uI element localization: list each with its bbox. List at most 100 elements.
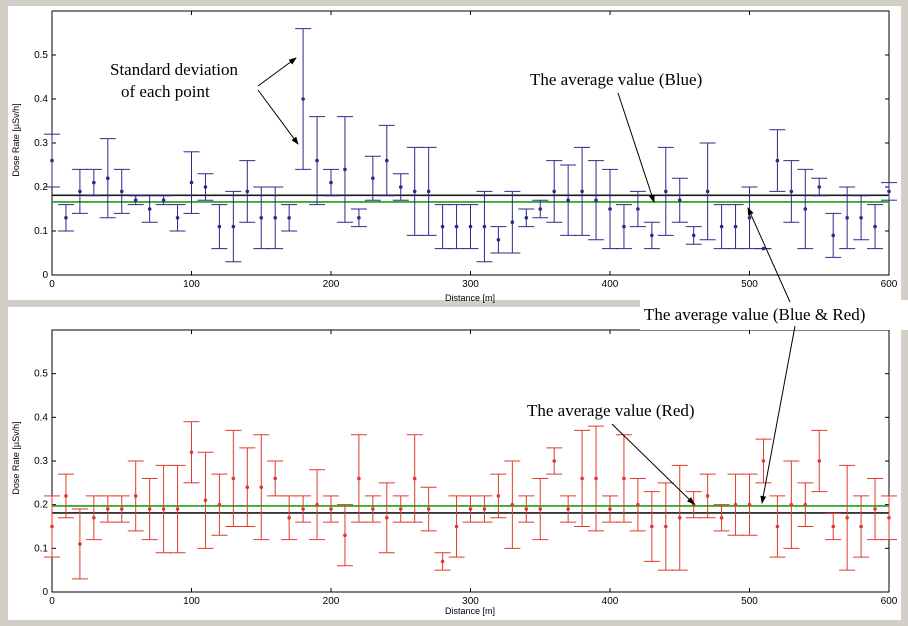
panel-background bbox=[8, 6, 901, 300]
data-point bbox=[831, 524, 835, 529]
x-axis-label: Distance [m] bbox=[445, 606, 495, 616]
data-point bbox=[552, 459, 556, 463]
data-point bbox=[133, 494, 138, 498]
y-tick-label: 0.5 bbox=[34, 369, 48, 380]
y-tick-label: 0.1 bbox=[34, 226, 48, 237]
data-point bbox=[664, 524, 668, 529]
data-point bbox=[594, 198, 598, 202]
data-point bbox=[733, 224, 738, 229]
data-point bbox=[622, 224, 626, 229]
data-point bbox=[78, 542, 82, 546]
x-tick-label: 200 bbox=[323, 596, 340, 607]
data-point bbox=[705, 494, 710, 498]
arrow-avg-blue-red-down bbox=[760, 325, 796, 504]
data-point bbox=[482, 224, 487, 229]
data-point bbox=[873, 224, 877, 229]
data-point bbox=[636, 207, 640, 211]
y-tick-label: 0.3 bbox=[34, 456, 48, 467]
y-tick-label: 0.3 bbox=[34, 138, 48, 149]
data-point bbox=[719, 515, 724, 520]
arrow-avg-red bbox=[611, 423, 695, 505]
data-point bbox=[106, 507, 110, 511]
annotation-background bbox=[640, 300, 908, 330]
x-tick-label: 100 bbox=[183, 596, 200, 607]
data-point bbox=[677, 198, 682, 202]
arrow-avg-blue bbox=[617, 92, 655, 203]
x-tick-label: 600 bbox=[881, 596, 898, 607]
x-tick-label: 500 bbox=[741, 596, 758, 607]
x-tick-label: 400 bbox=[602, 596, 619, 607]
data-point bbox=[398, 507, 403, 511]
data-point bbox=[580, 189, 584, 194]
data-point bbox=[887, 189, 891, 194]
data-point bbox=[636, 502, 640, 507]
y-tick-label: 0.2 bbox=[34, 500, 48, 511]
data-point bbox=[440, 224, 445, 229]
data-point bbox=[92, 180, 96, 185]
panel-background bbox=[8, 307, 901, 620]
data-point bbox=[119, 507, 124, 511]
data-point bbox=[733, 502, 738, 507]
data-point bbox=[412, 476, 417, 481]
data-point bbox=[106, 176, 110, 180]
data-point bbox=[245, 189, 250, 194]
y-axis-label: Dose Rate [µSv/h] bbox=[11, 103, 21, 176]
data-point bbox=[371, 176, 375, 180]
data-point bbox=[524, 216, 529, 220]
data-point bbox=[426, 189, 431, 194]
data-point bbox=[454, 524, 459, 529]
data-point bbox=[496, 494, 501, 498]
data-point bbox=[357, 476, 361, 481]
data-point bbox=[273, 216, 278, 220]
data-point bbox=[189, 180, 194, 185]
annotation-avg-blue-red: The average value (Blue & Red) bbox=[644, 305, 865, 324]
x-tick-label: 300 bbox=[462, 596, 479, 607]
data-point bbox=[580, 476, 584, 481]
data-point bbox=[64, 494, 68, 498]
data-point bbox=[719, 224, 724, 229]
data-point bbox=[538, 207, 543, 211]
y-tick-label: 0 bbox=[42, 587, 48, 598]
data-point bbox=[92, 515, 96, 520]
data-point bbox=[329, 180, 333, 185]
data-point bbox=[747, 502, 752, 507]
data-point bbox=[566, 198, 570, 202]
data-point bbox=[775, 524, 780, 529]
data-point bbox=[705, 189, 710, 194]
data-point bbox=[301, 97, 305, 101]
data-point bbox=[803, 207, 808, 211]
chart-red: 0 100 200 300 400 500 600 0 0.1 0.2 0.3 0.4 0.5 Dose… bbox=[8, 307, 901, 620]
data-point bbox=[650, 524, 654, 529]
x-axis-label: Distance [m] bbox=[445, 293, 495, 303]
data-point bbox=[287, 515, 291, 520]
data-point bbox=[329, 507, 333, 511]
data-point bbox=[817, 185, 822, 189]
data-point bbox=[677, 515, 682, 520]
data-point bbox=[747, 216, 752, 220]
x-tick-label: 500 bbox=[741, 279, 758, 290]
annotation-avg-blue: The average value (Blue) bbox=[530, 70, 702, 89]
data-point bbox=[510, 502, 515, 507]
x-tick-label: 0 bbox=[49, 596, 55, 607]
data-point bbox=[845, 515, 849, 520]
data-point bbox=[315, 502, 319, 507]
data-point bbox=[189, 450, 194, 455]
data-point bbox=[259, 485, 264, 490]
data-point bbox=[468, 507, 473, 511]
data-point bbox=[161, 507, 166, 511]
arrow-avg-blue-red-up bbox=[747, 207, 791, 303]
x-tick-label: 400 bbox=[602, 279, 619, 290]
data-point bbox=[817, 459, 822, 463]
data-point bbox=[217, 502, 222, 507]
data-point bbox=[78, 189, 82, 194]
annotation-std-line1: Standard deviation bbox=[110, 60, 238, 79]
data-point bbox=[50, 158, 54, 163]
data-point bbox=[482, 507, 487, 511]
arrow-std-down bbox=[257, 89, 299, 145]
data-point bbox=[691, 233, 696, 238]
data-point bbox=[845, 216, 849, 220]
data-point bbox=[859, 524, 863, 529]
data-point bbox=[371, 507, 375, 511]
data-point bbox=[426, 507, 431, 511]
